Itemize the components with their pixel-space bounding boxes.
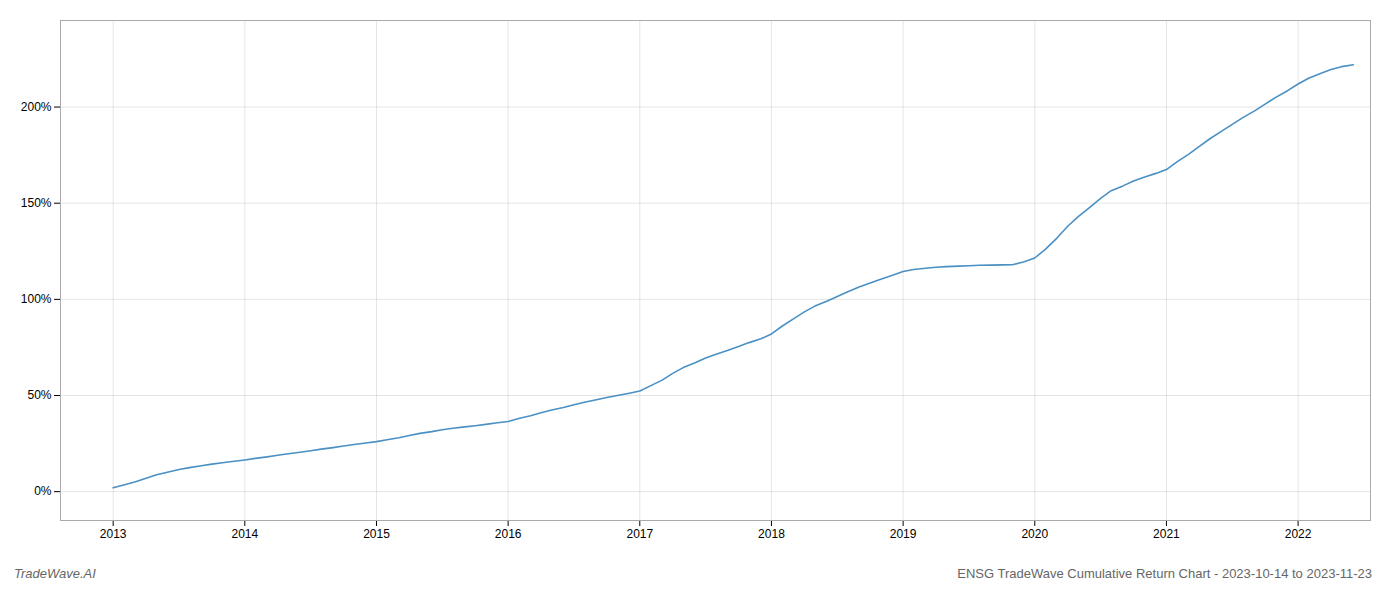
svg-text:2013: 2013 bbox=[100, 527, 127, 541]
svg-text:50%: 50% bbox=[27, 388, 51, 402]
svg-text:2022: 2022 bbox=[1285, 527, 1312, 541]
svg-text:2015: 2015 bbox=[363, 527, 390, 541]
svg-text:0%: 0% bbox=[34, 484, 52, 498]
svg-text:2021: 2021 bbox=[1153, 527, 1180, 541]
svg-text:2018: 2018 bbox=[758, 527, 785, 541]
svg-text:2014: 2014 bbox=[231, 527, 258, 541]
html-text:TradeWave.AI: TradeWave.AI bbox=[14, 566, 96, 581]
svg-text:150%: 150% bbox=[21, 196, 52, 210]
svg-text:2019: 2019 bbox=[890, 527, 917, 541]
svg-text:2020: 2020 bbox=[1021, 527, 1048, 541]
svg-text:100%: 100% bbox=[21, 292, 52, 306]
svg-text:200%: 200% bbox=[21, 100, 52, 114]
html-text:ENSG TradeWave Cumulative Retu: ENSG TradeWave Cumulative Return Chart -… bbox=[957, 566, 1372, 581]
svg-text:2017: 2017 bbox=[626, 527, 653, 541]
svg-text:2016: 2016 bbox=[495, 527, 522, 541]
